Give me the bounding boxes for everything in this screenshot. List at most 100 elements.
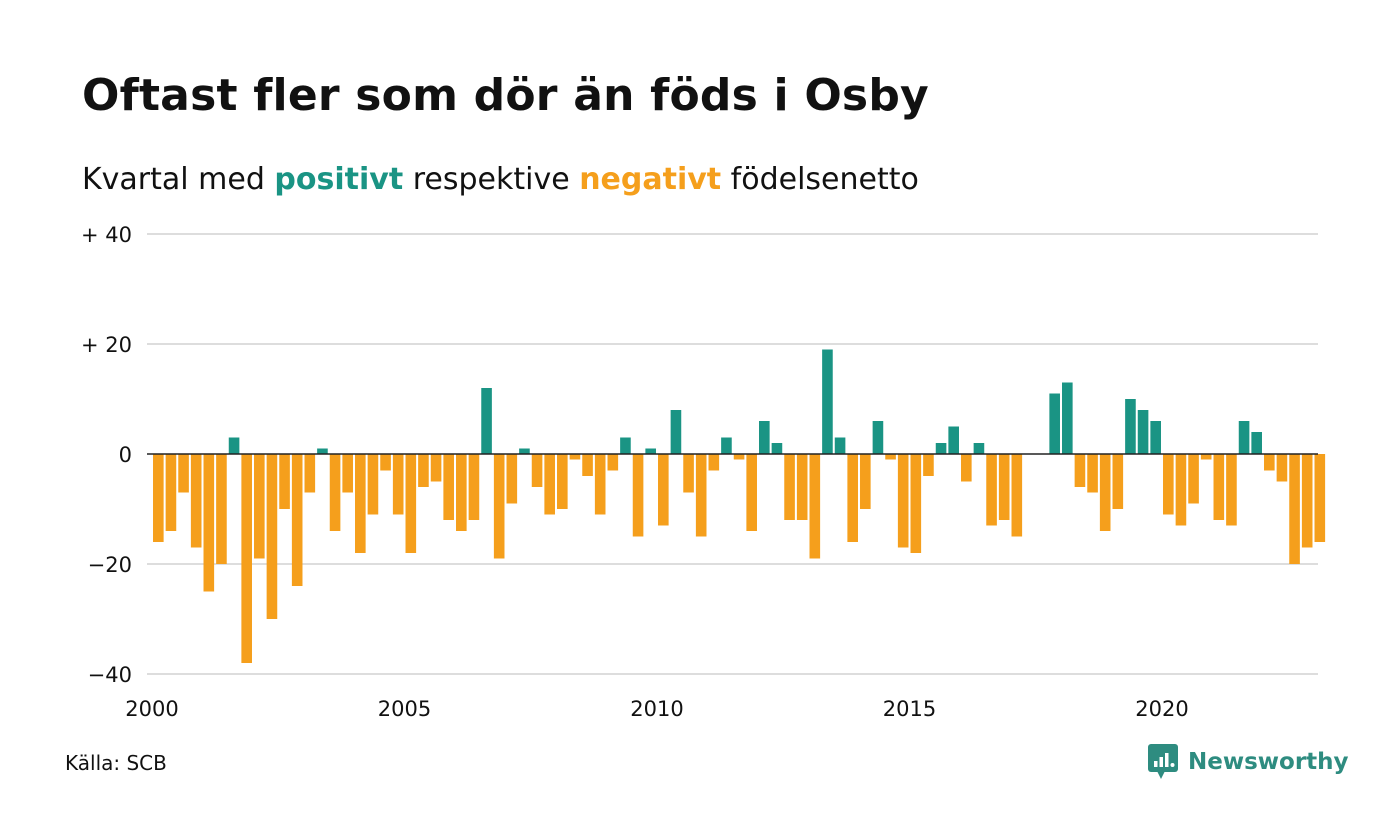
- bar-positive: [1062, 382, 1073, 454]
- bar-negative: [961, 454, 972, 482]
- bar-negative: [279, 454, 290, 509]
- bar-negative: [1264, 454, 1275, 471]
- x-tick-labels: 2000 2005 2010 2015 2020: [125, 697, 1188, 721]
- source-note: Källa: SCB: [65, 751, 167, 775]
- bar-negative: [329, 454, 341, 531]
- bar-negative: [632, 454, 644, 537]
- bar-positive: [872, 421, 884, 454]
- bar-negative: [241, 454, 252, 663]
- bar-negative: [809, 454, 821, 559]
- bar-negative: [178, 454, 189, 493]
- bar-negative: [355, 454, 366, 553]
- bar-negative: [216, 454, 227, 564]
- y-tick-label: −40: [88, 663, 132, 687]
- bar-negative: [582, 454, 593, 476]
- bar-negative: [254, 454, 265, 559]
- bar-negative: [569, 454, 581, 460]
- bar-negative: [531, 454, 543, 487]
- chart-title: Oftast fler som dör än föds i Osby: [82, 70, 929, 121]
- bar-negative: [683, 454, 694, 493]
- bar-negative: [784, 454, 795, 520]
- bar-negative: [266, 454, 278, 619]
- bar-positive: [1137, 410, 1149, 454]
- x-tick-label: 2015: [883, 697, 936, 721]
- bar-positive: [481, 388, 492, 454]
- newsworthy-logo-icon: [1148, 744, 1178, 779]
- y-tick-label: 0: [119, 443, 132, 467]
- newsworthy-logo: Newsworthy: [1148, 744, 1349, 780]
- bar-negative: [1226, 454, 1237, 526]
- newsworthy-brand-name: Newsworthy: [1188, 749, 1349, 775]
- bar-negative: [544, 454, 555, 515]
- bar-negative: [885, 454, 896, 460]
- bar-positive: [935, 443, 947, 454]
- bar-negative: [1074, 454, 1086, 487]
- bar-negative: [493, 454, 505, 559]
- subtitle-suffix: födelsenetto: [721, 162, 919, 197]
- bar-negative: [456, 454, 467, 531]
- bar-negative: [1213, 454, 1225, 520]
- bar-positive: [228, 437, 240, 454]
- bar-positive: [834, 437, 846, 454]
- bar-positive: [645, 448, 656, 454]
- bar-negative: [190, 454, 202, 548]
- bar-negative: [506, 454, 518, 504]
- x-tick-label: 2005: [378, 697, 431, 721]
- subtitle-positive-word: positivt: [274, 162, 404, 197]
- bar-negative: [165, 454, 177, 531]
- bar-negative: [443, 454, 454, 520]
- chart-subtitle: Kvartal med positivt respektive negativt…: [82, 162, 919, 197]
- bar-negative: [1188, 454, 1199, 504]
- bar-negative: [291, 454, 303, 586]
- x-tick-label: 2010: [630, 697, 683, 721]
- bar-positive: [519, 448, 530, 454]
- bar-negative: [733, 454, 745, 460]
- bar-negative: [304, 454, 316, 493]
- bar-positive: [948, 426, 959, 454]
- bar-negative: [468, 454, 480, 520]
- y-tick-label: + 20: [81, 333, 132, 357]
- bar-negative: [594, 454, 606, 515]
- bar-positive: [620, 437, 631, 454]
- bar-negative: [342, 454, 353, 493]
- bar-positive: [670, 410, 682, 454]
- bar-negative: [1276, 454, 1288, 482]
- bar-negative: [405, 454, 417, 553]
- bar-negative: [658, 454, 669, 526]
- bar-negative: [392, 454, 404, 515]
- bar-negative: [1314, 454, 1326, 542]
- grid-lines: [147, 233, 1318, 675]
- bar-negative: [998, 454, 1010, 520]
- bar-positive: [1125, 399, 1136, 454]
- bar-negative: [367, 454, 379, 515]
- subtitle-negative-word: negativt: [579, 162, 722, 197]
- bar-positive: [721, 437, 732, 454]
- bar-negative: [557, 454, 568, 509]
- bar-negative: [1301, 454, 1313, 548]
- bars: [153, 349, 1326, 663]
- bar-negative: [1112, 454, 1124, 509]
- bar-negative: [380, 454, 391, 471]
- x-tick-label: 2000: [125, 697, 178, 721]
- bar-positive: [771, 443, 783, 454]
- bar-positive: [317, 448, 328, 454]
- bar-negative: [430, 454, 442, 482]
- bar-negative: [1289, 454, 1300, 564]
- bar-negative: [1200, 454, 1212, 460]
- bar-positive: [1150, 421, 1161, 454]
- bar-negative: [153, 454, 164, 542]
- bar-negative: [418, 454, 429, 487]
- bar-negative: [796, 454, 808, 520]
- bar-negative: [1163, 454, 1174, 515]
- subtitle-prefix: Kvartal med: [82, 162, 275, 197]
- bar-negative: [910, 454, 922, 553]
- y-tick-label: −20: [88, 553, 132, 577]
- bar-negative: [1011, 454, 1023, 537]
- bar-negative: [923, 454, 934, 476]
- bar-negative: [847, 454, 858, 542]
- bar-negative: [897, 454, 909, 548]
- bar-negative: [1099, 454, 1111, 531]
- bar-negative: [1087, 454, 1098, 493]
- bar-positive: [822, 349, 833, 454]
